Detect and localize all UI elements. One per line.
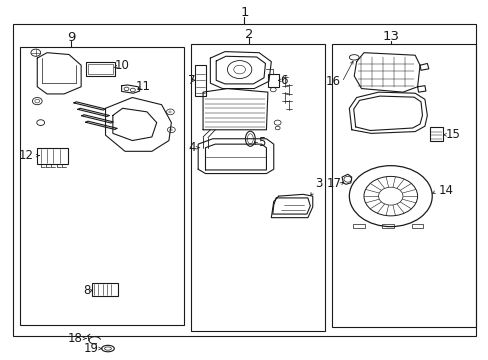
Text: 8: 8 (83, 284, 91, 297)
Bar (13, 24, 475, 336)
Text: 6: 6 (280, 74, 287, 87)
Bar (86, 62, 115, 76)
Text: 13: 13 (382, 30, 399, 43)
Text: 11: 11 (135, 80, 150, 93)
Bar (92, 283, 118, 296)
Bar (194, 65, 206, 96)
Bar (190, 44, 325, 330)
Text: 12: 12 (19, 149, 34, 162)
Bar (382, 224, 393, 228)
Text: 10: 10 (114, 59, 129, 72)
Bar (411, 224, 423, 228)
Text: 14: 14 (438, 184, 453, 197)
Text: 17: 17 (326, 177, 341, 190)
Bar (37, 148, 68, 164)
Text: 18: 18 (68, 332, 82, 345)
Bar (88, 64, 113, 74)
Text: 5: 5 (257, 136, 264, 149)
Text: 3: 3 (315, 177, 322, 190)
Bar (429, 127, 443, 140)
Text: 4: 4 (188, 140, 195, 153)
Text: 1: 1 (240, 6, 248, 19)
Bar (352, 224, 364, 228)
Text: 9: 9 (67, 31, 76, 44)
Text: 2: 2 (244, 28, 253, 41)
Text: 7: 7 (188, 74, 195, 87)
Text: 19: 19 (83, 342, 98, 355)
Bar (331, 44, 475, 327)
Bar (20, 47, 183, 325)
Text: 16: 16 (325, 75, 340, 88)
Bar (267, 74, 278, 87)
Text: 15: 15 (445, 128, 459, 141)
